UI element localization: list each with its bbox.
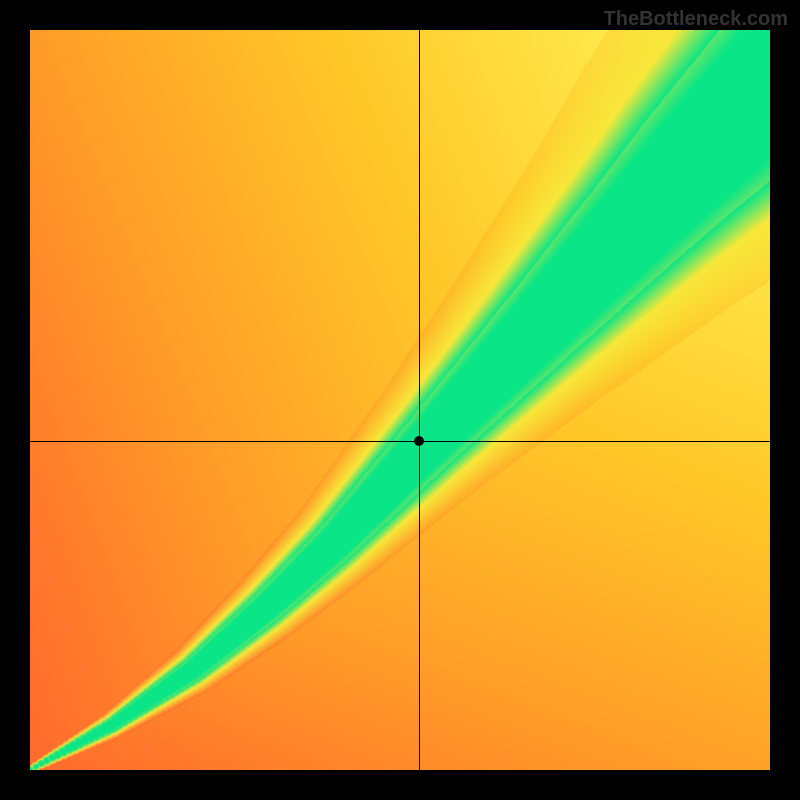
heatmap-plot: [30, 30, 770, 770]
crosshair-vertical: [419, 30, 420, 770]
watermark-text: TheBottleneck.com: [604, 8, 788, 31]
crosshair-marker: [414, 436, 424, 446]
chart-container: { "watermark": { "text": "TheBottleneck.…: [0, 0, 800, 800]
crosshair-horizontal: [30, 441, 770, 442]
heatmap-canvas: [30, 30, 770, 770]
